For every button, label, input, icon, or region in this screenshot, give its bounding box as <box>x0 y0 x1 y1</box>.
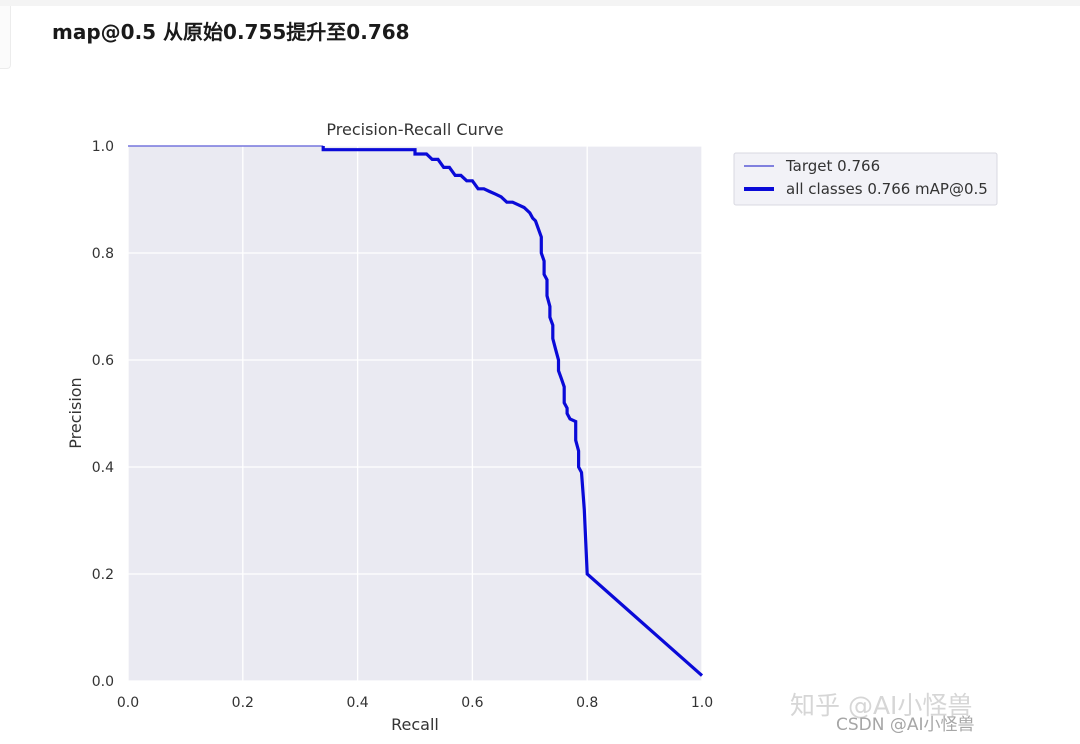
y-axis-label: Precision <box>66 377 85 448</box>
y-tick-label: 0.2 <box>92 567 114 583</box>
y-tick-label: 0.0 <box>92 674 114 690</box>
legend: Target 0.766 all classes 0.766 mAP@0.5 <box>733 152 998 206</box>
x-tick-label: 0.8 <box>576 695 598 711</box>
y-tick-label: 1.0 <box>92 139 114 155</box>
pr-curve-figure: 0.0 0.2 0.4 0.6 0.8 1.0 0.0 0.2 0.4 0.6 0.8 1.0 Pre… <box>50 105 1020 739</box>
zhihu-watermark: 知乎 @AI小怪兽 <box>790 691 973 720</box>
top-strip <box>0 0 1080 6</box>
x-tick-label: 0.6 <box>461 695 483 711</box>
chart-title: Precision-Recall Curve <box>326 120 503 139</box>
legend-box <box>733 152 998 206</box>
csdn-watermark: CSDN @AI小怪兽 <box>836 715 975 735</box>
series-lines <box>128 145 704 677</box>
series-line-all-classes <box>321 146 704 677</box>
x-tick-label: 0.2 <box>232 695 254 711</box>
legend-label-target: Target 0.766 <box>785 157 880 175</box>
y-tick-label: 0.8 <box>92 246 114 262</box>
x-tick-label: 1.0 <box>691 695 713 711</box>
x-tick-label: 0.0 <box>117 695 139 711</box>
x-axis-label: Recall <box>391 715 439 734</box>
left-edge-tab <box>0 6 11 69</box>
y-tick-label: 0.6 <box>92 353 114 369</box>
y-tick-label: 0.4 <box>92 460 114 476</box>
legend-label-all-classes: all classes 0.766 mAP@0.5 <box>786 180 988 198</box>
x-tick-label: 0.4 <box>346 695 368 711</box>
page-heading: map@0.5 从原始0.755提升至0.768 <box>52 20 410 44</box>
pr-curve-chart: 0.0 0.2 0.4 0.6 0.8 1.0 0.0 0.2 0.4 0.6 0.8 1.0 Pre… <box>66 120 998 734</box>
grid <box>127 145 703 682</box>
tick-labels: 0.0 0.2 0.4 0.6 0.8 1.0 0.0 0.2 0.4 0.6 0.8 1.0 <box>92 139 713 711</box>
